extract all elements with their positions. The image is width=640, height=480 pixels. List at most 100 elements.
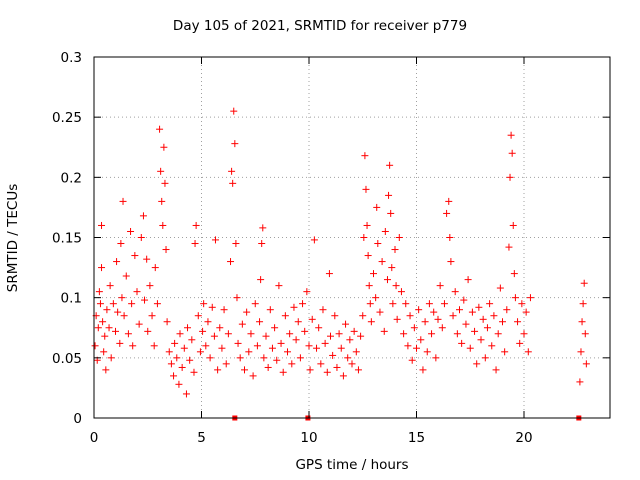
data-point (449, 312, 457, 320)
data-point (94, 324, 102, 332)
data-point (114, 308, 122, 316)
data-point (202, 342, 210, 350)
data-point (496, 284, 504, 292)
data-point (257, 276, 265, 284)
data-point (260, 354, 268, 362)
data-point (367, 318, 375, 326)
data-point (266, 306, 274, 314)
data-point (98, 221, 106, 229)
data-point (96, 300, 104, 308)
data-point (184, 324, 192, 332)
data-point (194, 312, 202, 320)
data-point (501, 348, 509, 356)
data-point (354, 366, 362, 374)
data-point (365, 282, 373, 290)
x-axis-label: GPS time / hours (295, 457, 409, 473)
data-point (366, 300, 374, 308)
data-point (196, 348, 204, 356)
x-tick-label: 10 (300, 430, 317, 446)
data-point (514, 318, 522, 326)
x-tick-label: 0 (90, 430, 99, 446)
data-point (231, 140, 239, 148)
data-point (128, 300, 136, 308)
data-point (362, 185, 370, 193)
data-point (176, 330, 184, 338)
data-point (281, 312, 289, 320)
data-point (292, 336, 300, 344)
data-point (119, 197, 127, 205)
data-point (109, 300, 117, 308)
data-point (378, 258, 386, 266)
data-point (157, 167, 165, 175)
data-point (91, 342, 99, 350)
data-point (148, 312, 156, 320)
data-point (165, 348, 173, 356)
data-point (210, 332, 218, 340)
data-point (456, 306, 463, 314)
data-point (363, 221, 371, 229)
data-point (360, 234, 368, 241)
data-point (331, 312, 339, 320)
data-point (313, 344, 321, 352)
data-point (95, 288, 103, 296)
data-point (421, 318, 429, 326)
data-point (522, 308, 530, 316)
data-point (580, 279, 588, 287)
data-point (374, 240, 382, 248)
y-tick-label: 0.3 (61, 50, 82, 66)
data-point (581, 330, 589, 338)
data-point (301, 327, 309, 335)
data-point (306, 366, 314, 374)
data-point (310, 236, 318, 244)
data-point (579, 300, 587, 308)
data-point (228, 167, 236, 175)
data-point (481, 354, 489, 362)
data-point (388, 264, 396, 272)
data-point (510, 270, 518, 278)
data-point (483, 324, 491, 332)
data-point (191, 240, 199, 248)
data-point (173, 354, 181, 362)
data-point (117, 240, 125, 248)
data-point (509, 221, 517, 229)
data-point (141, 296, 149, 304)
data-point (333, 363, 341, 371)
data-point (180, 344, 188, 352)
data-point (453, 330, 461, 338)
data-point (251, 300, 259, 308)
data-point (364, 252, 372, 260)
data-point (346, 336, 354, 344)
data-point (220, 306, 228, 314)
data-point (488, 342, 496, 350)
data-point (170, 372, 178, 380)
data-point (443, 209, 451, 217)
data-point (105, 324, 113, 332)
data-point (199, 327, 207, 335)
data-point (460, 296, 468, 304)
data-point (232, 240, 240, 248)
data-point (99, 318, 107, 326)
data-point (335, 330, 343, 338)
data-point (122, 272, 130, 280)
data-point (102, 366, 110, 374)
data-point (372, 294, 380, 302)
data-point (506, 173, 514, 181)
data-point (393, 315, 401, 323)
data-point (275, 282, 283, 290)
data-point (233, 294, 241, 302)
data-point (352, 348, 360, 356)
data-point (153, 300, 161, 308)
data-point (229, 179, 237, 187)
data-point (507, 131, 515, 139)
data-point (419, 366, 427, 374)
data-point (494, 330, 502, 338)
data-point (391, 246, 399, 254)
data-point (100, 348, 108, 356)
data-point (436, 282, 444, 290)
data-point (383, 276, 391, 284)
data-point (296, 354, 304, 362)
y-tick-label: 0.05 (52, 351, 82, 367)
data-point (319, 306, 327, 314)
y-tick-label: 0.25 (52, 110, 82, 126)
data-point (339, 372, 347, 380)
